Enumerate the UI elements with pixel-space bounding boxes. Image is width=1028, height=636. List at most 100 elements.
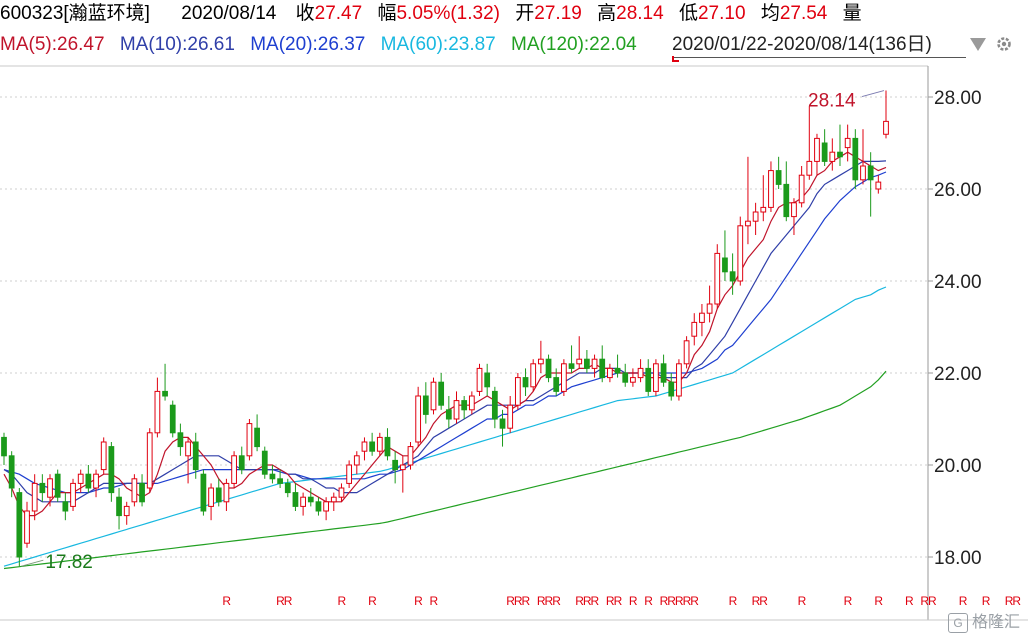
r-marker: R [552, 594, 561, 608]
max-price-pointer [861, 90, 885, 98]
candle-up [637, 367, 644, 379]
candle-up [131, 478, 138, 503]
date-range-selector[interactable]: 2020/01/22-2020/08/14(136日) [672, 34, 932, 55]
candle-up [70, 482, 76, 507]
candle-up [507, 404, 514, 429]
candle-up [699, 312, 705, 323]
candle-down [729, 271, 736, 282]
r-marker: R [606, 594, 615, 608]
candle-up [415, 395, 422, 443]
candle-down [277, 478, 283, 484]
candle-up [714, 252, 721, 305]
candle-up [561, 363, 567, 392]
candle-up [146, 432, 153, 489]
candle-up [338, 487, 345, 498]
candle-up [860, 165, 866, 181]
candle-down [545, 358, 552, 379]
candle-up [376, 436, 383, 452]
candle-down [284, 482, 291, 494]
avg-label: 均 [760, 3, 780, 24]
r-marker: R [506, 594, 515, 608]
candle-down [292, 492, 299, 507]
candle-up [346, 464, 353, 484]
candle-up [752, 211, 759, 222]
candle-up [537, 358, 544, 365]
candle-down [8, 455, 15, 489]
y-tick-label: 24.00 [934, 272, 982, 293]
r-marker: R [752, 594, 761, 608]
candle-down [269, 473, 276, 480]
close-label: 收 [295, 3, 315, 24]
candle-down [775, 170, 782, 185]
r-marker: R [1005, 594, 1014, 608]
candle-up [798, 174, 805, 204]
candle-up [399, 464, 406, 471]
r-marker: R [629, 594, 638, 608]
candle-up [223, 482, 230, 503]
candle-down [722, 257, 728, 273]
r-marker: R [667, 594, 676, 608]
change-label: 幅 [377, 3, 397, 24]
candle-down [192, 441, 199, 471]
candle-up [231, 455, 237, 484]
open-label: 开 [515, 3, 535, 24]
candle-up [691, 321, 698, 337]
avg-value: 27.54 [779, 3, 828, 24]
high-value: 28.14 [616, 3, 664, 24]
candle-up [476, 367, 483, 392]
candle-down [484, 372, 491, 388]
r-marker: R [583, 594, 592, 608]
candle-up [468, 395, 475, 411]
r-marker: R [537, 594, 546, 608]
candle-up [875, 181, 882, 190]
ma5-line [3, 151, 887, 517]
watermark: G 格隆汇 [948, 608, 1020, 633]
y-tick-label: 28.00 [934, 88, 982, 109]
candle-down [599, 358, 606, 379]
ma120-legend: MA(120):22.04 [511, 34, 637, 55]
r-marker: R [798, 594, 807, 608]
candle-down [461, 400, 468, 411]
watermark-text: 格隆汇 [972, 614, 1021, 631]
candle-down [499, 418, 506, 429]
candle-up [607, 367, 613, 379]
candle-up [530, 363, 537, 388]
max-price-label: 28.14 [808, 91, 856, 112]
close-value: 27.47 [314, 3, 363, 24]
r-marker: R [729, 594, 738, 608]
candle-down [491, 390, 498, 420]
candle-down [852, 137, 859, 181]
ma-legend-bar: MA(5):26.47 MA(10):26.61 MA(20):26.37 MA… [0, 32, 1028, 58]
candle-down [783, 183, 790, 218]
candle-down [315, 501, 322, 512]
candle-down [369, 441, 376, 452]
candle-up [185, 441, 191, 457]
min-price-pointer [21, 559, 44, 567]
ma10-legend: MA(10):26.61 [119, 34, 235, 55]
r-marker: R [522, 594, 531, 608]
candle-up [683, 340, 690, 365]
r-marker: R [1012, 594, 1021, 608]
dropdown-triangle-icon[interactable] [970, 38, 986, 51]
candle-down [645, 367, 652, 392]
watermark-logo-icon: G [948, 612, 968, 633]
candle-up [791, 202, 797, 218]
ma60-line [3, 286, 887, 567]
candle-up [24, 510, 30, 544]
candle-up [829, 151, 836, 162]
y-tick-label: 22.00 [934, 364, 982, 385]
settings-icon[interactable] [996, 36, 1012, 52]
candle-down [445, 409, 452, 420]
candle-up [768, 170, 774, 208]
candle-down [39, 482, 46, 494]
r-marker: R [545, 594, 554, 608]
r-marker: R [982, 594, 991, 608]
candle-up [47, 478, 53, 498]
candle-down [169, 404, 176, 434]
y-tick-label: 26.00 [934, 180, 982, 201]
r-marker: R [575, 594, 584, 608]
candle-up [353, 455, 360, 466]
r-marker: R [928, 594, 937, 608]
r-marker: R [959, 594, 968, 608]
r-marker: R [337, 594, 346, 608]
